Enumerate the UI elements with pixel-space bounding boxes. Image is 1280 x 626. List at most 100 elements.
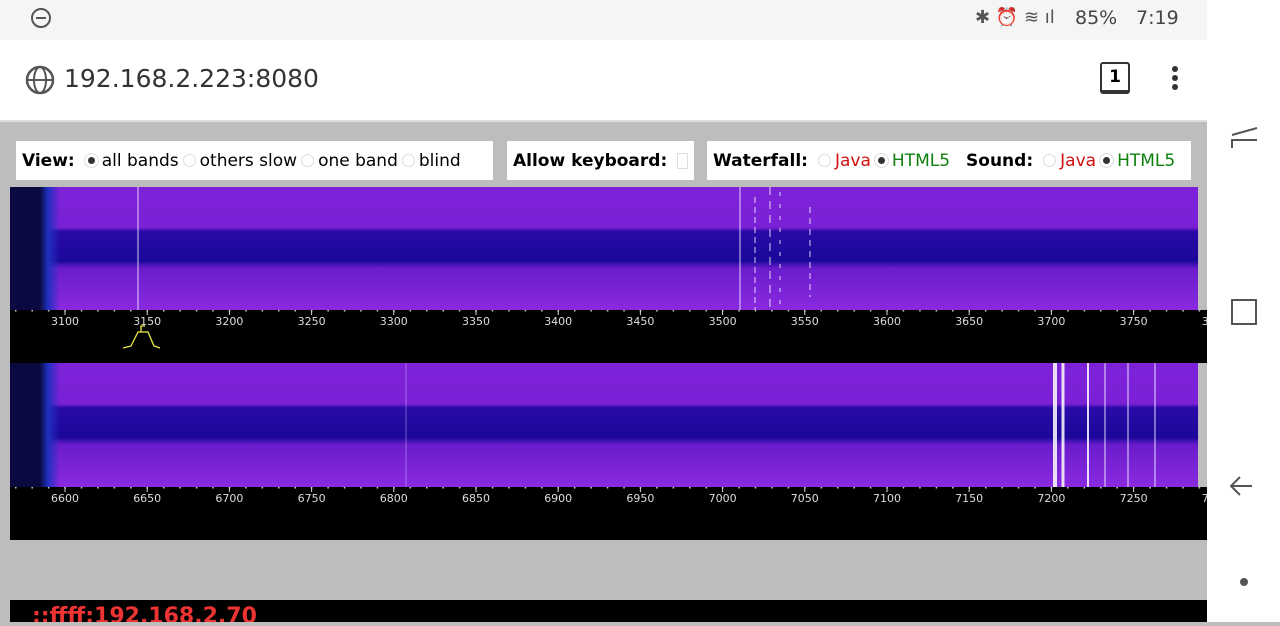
minor-tick <box>278 310 280 312</box>
minor-tick <box>787 487 790 489</box>
minor-tick <box>31 310 33 312</box>
minor-tick <box>130 487 132 489</box>
minor-tick <box>113 310 116 312</box>
tick-label: 3600 <box>873 315 901 328</box>
minor-tick <box>442 310 444 312</box>
minor-tick <box>113 487 116 489</box>
minor-tick <box>343 487 346 489</box>
nav-icons <box>1229 127 1258 586</box>
minor-tick <box>376 487 379 489</box>
radio[interactable] <box>817 154 831 167</box>
radio[interactable] <box>1043 154 1057 167</box>
minor-tick <box>1165 310 1168 312</box>
minor-tick <box>491 310 494 312</box>
frequency-scale[interactable]: 6600 6650 6700 6750 6800 6850 6900 6950 7000 7050… <box>10 487 1207 540</box>
minor-tick <box>15 487 17 489</box>
minor-tick <box>1149 310 1151 312</box>
minor-tick <box>902 487 905 489</box>
minor-tick <box>672 487 675 489</box>
minor-tick <box>689 487 691 489</box>
view-option[interactable]: blind <box>418 150 461 171</box>
radio[interactable] <box>84 154 98 167</box>
minor-tick <box>376 310 379 312</box>
minor-tick <box>1034 487 1036 489</box>
minor-tick <box>426 487 428 489</box>
tick-label: 6650 <box>133 492 161 505</box>
view-option[interactable]: one band <box>318 150 398 171</box>
tick-label: 3700 <box>1037 315 1065 328</box>
scale-axis: 3100 3150 3200 3250 3300 3350 3400 3450 3500 3550… <box>15 310 1207 349</box>
radio[interactable] <box>182 154 196 167</box>
tick-label: 3150 <box>133 315 161 328</box>
keyboard-label: Allow keyboard: <box>513 150 668 171</box>
sound-option[interactable]: HTML5 <box>1117 150 1176 171</box>
waterfall-option[interactable]: HTML5 <box>891 150 951 171</box>
minor-tick <box>162 310 165 312</box>
battery: 85% <box>1075 7 1118 29</box>
minor-tick <box>179 310 181 312</box>
tick-label: 3550 <box>791 315 819 328</box>
minor-tick <box>541 310 543 312</box>
minor-tick <box>458 487 461 489</box>
minor-tick <box>491 487 494 489</box>
keyboard-controls: Allow keyboard: <box>507 141 694 180</box>
radio[interactable] <box>401 154 415 167</box>
minor-tick <box>15 310 17 312</box>
tick-label: 7250 <box>1120 492 1148 505</box>
minor-tick <box>1067 310 1069 312</box>
minor-tick <box>1116 487 1118 489</box>
tick-label: 3100 <box>51 315 79 328</box>
sound-option[interactable]: Java <box>1060 150 1097 171</box>
nav-bar <box>1207 0 1280 622</box>
checkbox[interactable] <box>677 152 688 169</box>
tick-label: 7000 <box>709 492 737 505</box>
view-option[interactable]: others slow <box>199 150 298 171</box>
tick-label: 6700 <box>215 492 243 505</box>
waterfall-label: Waterfall: <box>713 150 808 171</box>
minor-tick <box>984 487 987 489</box>
radio[interactable] <box>1100 154 1114 167</box>
minor-tick <box>1198 310 1201 312</box>
minor-tick <box>1017 487 1020 489</box>
tick-label: 3500 <box>709 315 737 328</box>
minor-tick <box>689 310 691 312</box>
tab-count[interactable]: 1 <box>1100 62 1130 94</box>
minor-tick <box>541 487 543 489</box>
minor-tick <box>327 487 329 489</box>
output-controls: Waterfall: Java HTML5 Sound: Java HTML5 <box>707 141 1191 180</box>
minor-tick <box>935 487 938 489</box>
minor-tick <box>738 487 740 489</box>
frequency-scale[interactable]: 3100 3150 3200 3250 3300 3350 3400 3450 3500 3550… <box>10 310 1207 363</box>
minor-tick <box>294 310 296 312</box>
signals <box>137 187 811 310</box>
minor-tick <box>705 487 707 489</box>
user-address: ::ffff:192.168.2.70 <box>32 604 257 622</box>
minor-tick <box>771 310 773 312</box>
scale-axis: 6600 6650 6700 6750 6800 6850 6900 6950 7000 7050… <box>15 487 1207 505</box>
minor-tick <box>672 310 675 312</box>
minor-tick <box>1017 310 1020 312</box>
minor-tick <box>869 310 872 312</box>
minor-tick <box>343 310 346 312</box>
minor-tick <box>212 310 214 312</box>
waterfall[interactable] <box>10 363 1198 487</box>
radio[interactable] <box>874 154 888 167</box>
tick-label: 3400 <box>544 315 572 328</box>
radio[interactable] <box>301 154 315 167</box>
minor-tick <box>902 310 905 312</box>
waterfall[interactable] <box>10 187 1198 310</box>
minor-tick <box>409 310 412 312</box>
tick-label: 6750 <box>298 492 326 505</box>
view-option[interactable]: all bands <box>101 150 179 171</box>
minor-tick <box>1182 310 1184 312</box>
url[interactable]: 192.168.2.223:8080 <box>64 64 319 93</box>
minor-tick <box>853 487 855 489</box>
minor-tick <box>1067 487 1069 489</box>
minor-tick <box>1083 487 1086 489</box>
menu-button[interactable] <box>1168 64 1182 96</box>
minor-tick <box>458 310 461 312</box>
minor-tick <box>656 310 658 312</box>
minor-tick <box>590 310 592 312</box>
minor-tick <box>952 310 954 312</box>
waterfall-option[interactable]: Java <box>834 150 871 171</box>
